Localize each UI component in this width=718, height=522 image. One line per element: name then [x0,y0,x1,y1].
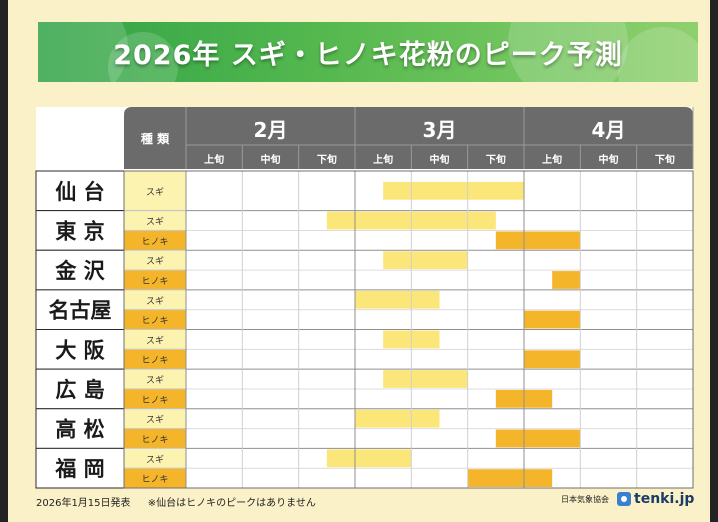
city-name: 高 松 [55,418,104,442]
pollen-type-label: ヒノキ [141,355,168,366]
hinoki-peak-bar [524,350,581,369]
city-label-box [35,368,125,410]
city-name: 広 島 [55,378,104,402]
footer-left: 2026年1月15日発表 ※仙台はヒノキのピークはありません [36,494,316,509]
city-name: 金 沢 [54,259,105,283]
table-body-border [123,170,694,489]
hinoki-peak-bar [495,429,581,448]
city-name: 福 岡 [54,457,104,481]
city-name: 名古屋 [49,299,112,323]
pollen-type-label: スギ [146,454,164,465]
pollen-peak-table: 種 類 2月 3月 4月 上旬 中旬 下旬 上旬 中旬 下旬 上旬 中旬 下旬仙 台スギ東 京スギ ヒノキ… [8,0,710,522]
period-header: 上旬 [204,153,224,166]
pollen-type-label: ヒノキ [141,474,168,485]
pollen-type-label: ヒノキ [141,434,168,445]
sugi-peak-bar [383,251,468,270]
pollen-type-label: スギ [146,375,164,386]
pollen-type-label: ヒノキ [141,395,168,406]
sugi-peak-bar [383,181,524,200]
footer-note: ※仙台はヒノキのピークはありません [147,498,316,509]
period-header: 上旬 [542,153,562,166]
sugi-peak-bar [355,409,440,428]
city-label-box [35,447,125,489]
month-header: 2月 [254,118,288,142]
release-date: 2026年1月15日発表 [36,498,131,509]
banner-bubble-decoration [508,22,628,82]
city-label-box [35,329,125,370]
pollen-type-label: ヒノキ [141,276,168,287]
period-header: 中旬 [599,153,619,166]
banner-bubble-decoration [108,32,178,82]
publisher-name: 日本気象協会 [561,494,609,504]
pollen-type-label: スギ [146,415,164,426]
period-header: 下旬 [486,153,506,166]
brand-name: tenki.jp [634,491,695,507]
infographic-card: 2026年 スギ・ヒノキ花粉のピーク予測 種 類 2月 3月 4月上旬 中旬 下旬 上旬 中旬… [8,0,710,522]
hinoki-peak-bar [495,231,581,250]
month-header: 3月 [423,118,457,142]
period-header: 上旬 [373,153,393,166]
city-label-box [35,249,125,291]
period-header: 下旬 [655,153,675,166]
sugi-peak-bar [355,290,440,309]
page-title: 2026年 スギ・ヒノキ花粉のピーク予測 [113,39,623,71]
pollen-type-label: スギ [146,296,164,307]
pollen-type-label: ヒノキ [141,236,168,247]
type-column-header: 種 類 [141,131,170,146]
banner-bubble-decoration [38,22,128,82]
pollen-chart-svg: 種 類 2月 3月 4月上旬 中旬 下旬 上旬 中旬 下旬 上旬 中旬 下旬仙 台スギ東 京スギヒノキ… [35,107,694,489]
period-header: 中旬 [261,153,281,166]
pollen-type-label: スギ [146,256,164,267]
hinoki-peak-bar [524,310,581,329]
hinoki-peak-bar [467,469,553,487]
sugi-peak-bar [326,449,412,468]
sugi-peak-bar [383,370,468,388]
title-banner: 2026年 スギ・ヒノキ花粉のピーク予測 [38,22,698,82]
city-name: 仙 台 [55,180,104,204]
tenki-logo-icon [617,492,631,506]
city-name: 東 京 [55,219,104,243]
period-header: 下旬 [317,153,337,166]
pollen-type-label: スギ [146,335,164,346]
city-name: 大 阪 [55,338,105,362]
pollen-type-label: スギ [146,217,164,228]
table-header-background [124,107,693,169]
pollen-type-label: スギ [146,187,164,198]
hinoki-peak-bar [552,271,581,289]
month-header: 4月 [592,118,626,142]
city-label-box [35,289,125,330]
pollen-type-label: ヒノキ [141,316,168,327]
footer-credit: 日本気象協会 tenki.jp [561,491,694,507]
period-header: 中旬 [430,153,450,166]
